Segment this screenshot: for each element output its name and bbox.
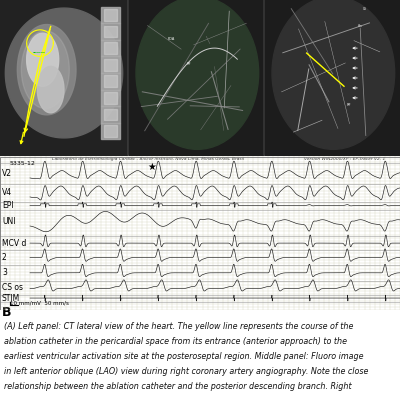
Text: 2: 2 [2,253,7,262]
FancyBboxPatch shape [264,0,400,159]
Polygon shape [27,33,59,86]
Polygon shape [104,76,117,87]
Polygon shape [101,106,120,123]
Polygon shape [21,31,69,108]
Text: Laboratório de Eletrofisiologia Cardíac - Biocor Instituto, Nova Lima, Minas Ger: Laboratório de Eletrofisiologia Cardíac … [52,157,244,161]
Text: EPI: EPI [2,201,14,210]
Text: earliest ventricular activation site at the posteroseptal region. Middle panel: : earliest ventricular activation site at … [4,352,364,361]
Polygon shape [101,40,120,56]
Polygon shape [104,59,117,70]
Text: 3: 3 [2,268,7,277]
Polygon shape [101,123,120,139]
Polygon shape [101,73,120,90]
Bar [0,0,128,156]
Text: ★: ★ [148,162,156,172]
Text: His: His [357,24,362,28]
Circle shape [136,0,259,149]
Text: 5335-12: 5335-12 [10,161,36,166]
Polygon shape [37,66,64,113]
Text: RF: RF [187,62,191,66]
Polygon shape [104,109,117,120]
Text: in left anterior oblique (LAO) view during right coronary artery angiography. No: in left anterior oblique (LAO) view duri… [4,367,368,376]
Text: 10 mm/mV  50 mm/s: 10 mm/mV 50 mm/s [10,300,69,305]
Text: MCV d: MCV d [2,238,26,248]
FancyBboxPatch shape [128,0,267,159]
Text: V4: V4 [2,188,12,197]
Text: CS os: CS os [2,283,23,292]
Text: ablation catheter in the pericardial space from its entrance (anterior approach): ablation catheter in the pericardial spa… [4,337,347,346]
Text: UNI: UNI [2,217,16,226]
Circle shape [272,0,395,149]
Text: PDA: PDA [168,37,175,41]
Text: Version WIN2000/XP : EP-Tracer V2. 1: Version WIN2000/XP : EP-Tracer V2. 1 [304,157,385,161]
Polygon shape [101,7,120,23]
Text: RF: RF [347,103,351,107]
Polygon shape [104,26,117,37]
Polygon shape [104,125,117,137]
Text: V2: V2 [2,169,12,178]
Text: B: B [2,306,12,320]
Polygon shape [101,23,120,40]
Text: (A) Left panel: CT lateral view of the heart. The yellow line represents the cou: (A) Left panel: CT lateral view of the h… [4,322,353,331]
Polygon shape [101,56,120,73]
Polygon shape [101,90,120,106]
Polygon shape [104,9,117,21]
Text: STIM: STIM [2,294,20,302]
Polygon shape [5,8,123,138]
Polygon shape [17,24,76,115]
Polygon shape [104,42,117,54]
Text: ──────: ────── [32,51,45,55]
Text: CS: CS [363,7,367,11]
Text: relationship between the ablation catheter and the posterior descending branch. : relationship between the ablation cathet… [4,382,352,390]
Polygon shape [104,92,117,104]
